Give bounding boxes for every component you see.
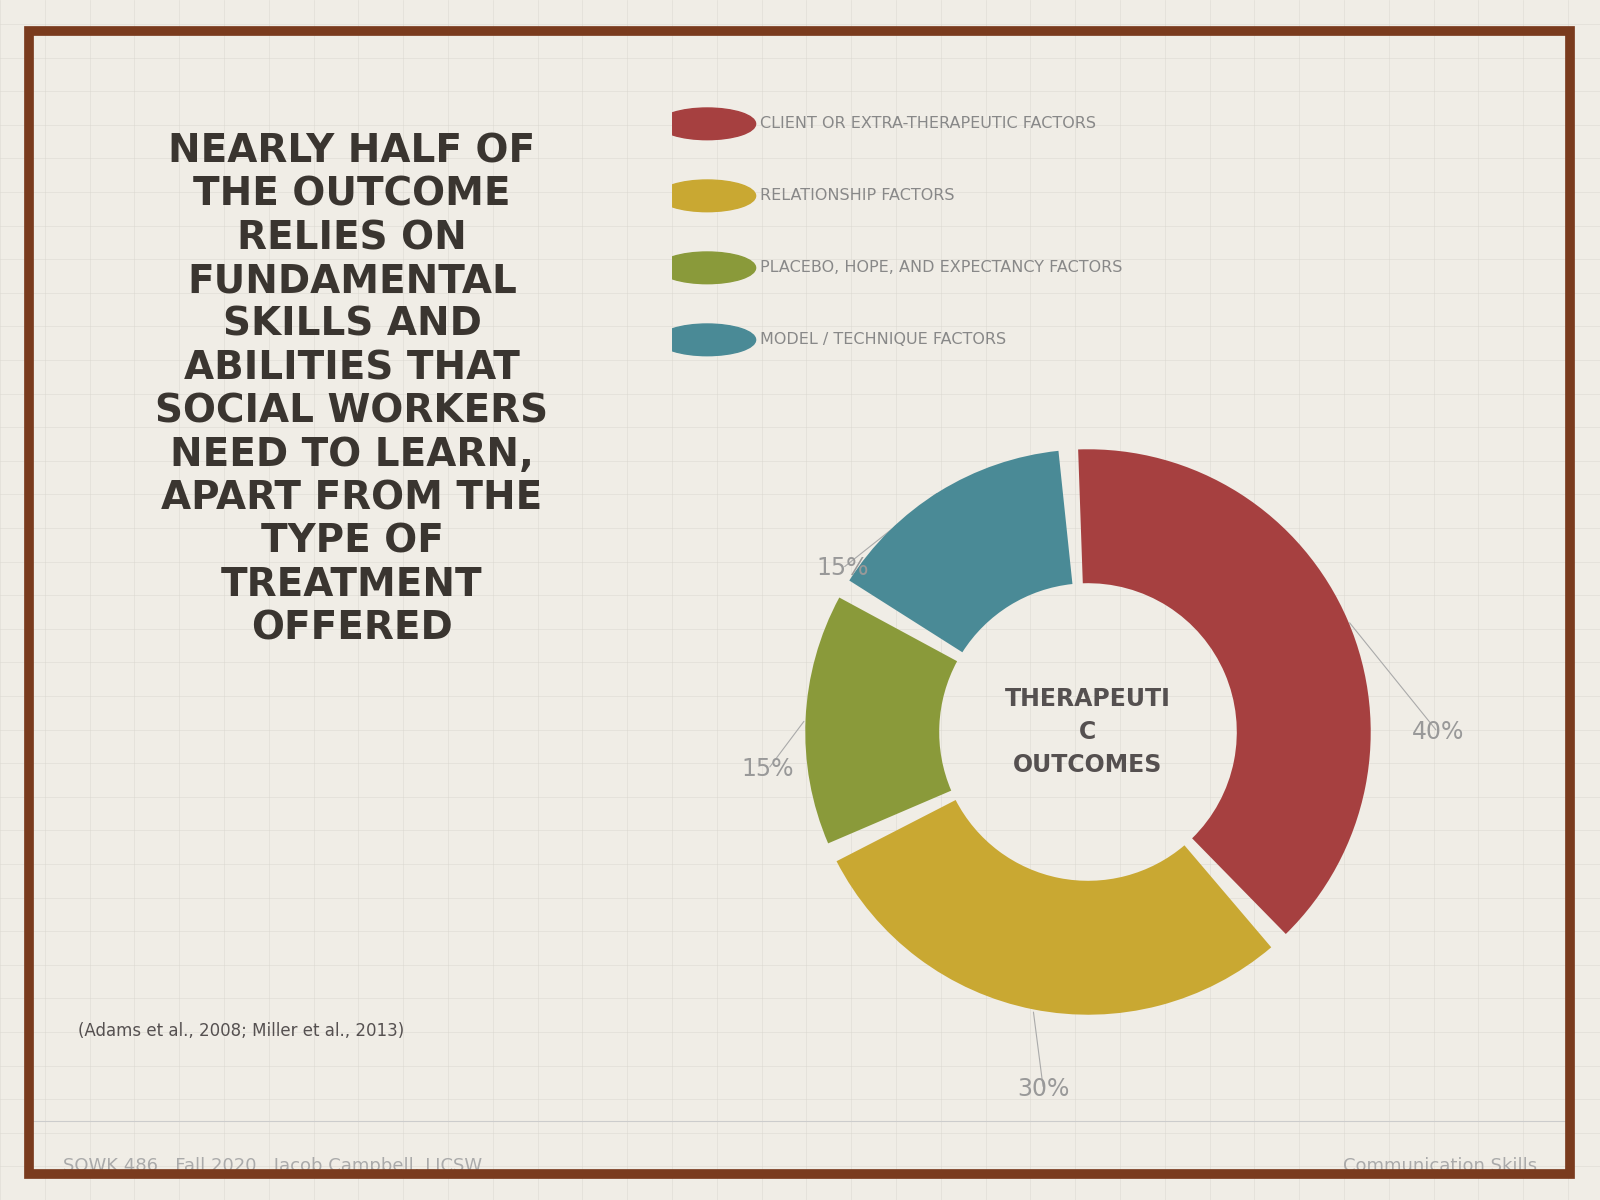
Text: 40%: 40%	[1411, 720, 1464, 744]
Circle shape	[659, 108, 755, 139]
Text: NEARLY HALF OF
THE OUTCOME
RELIES ON
FUNDAMENTAL
SKILLS AND
ABILITIES THAT
SOCIA: NEARLY HALF OF THE OUTCOME RELIES ON FUN…	[155, 132, 549, 648]
Text: PLACEBO, HOPE, AND EXPECTANCY FACTORS: PLACEBO, HOPE, AND EXPECTANCY FACTORS	[760, 260, 1122, 275]
Circle shape	[659, 180, 755, 211]
Text: 15%: 15%	[816, 557, 869, 581]
Wedge shape	[837, 800, 1272, 1015]
Wedge shape	[1078, 449, 1371, 934]
Text: SOWK 486   Fall 2020   Jacob Campbell, LICSW: SOWK 486 Fall 2020 Jacob Campbell, LICSW	[62, 1157, 482, 1175]
Circle shape	[659, 252, 755, 283]
Text: 15%: 15%	[742, 757, 794, 781]
Wedge shape	[850, 451, 1072, 653]
Circle shape	[659, 324, 755, 355]
Text: Communication Skills: Communication Skills	[1342, 1157, 1538, 1175]
Text: 30%: 30%	[1018, 1078, 1069, 1102]
Text: RELATIONSHIP FACTORS: RELATIONSHIP FACTORS	[760, 188, 955, 203]
Text: (Adams et al., 2008; Miller et al., 2013): (Adams et al., 2008; Miller et al., 2013…	[78, 1022, 405, 1040]
Text: MODEL / TECHNIQUE FACTORS: MODEL / TECHNIQUE FACTORS	[760, 332, 1006, 347]
Wedge shape	[805, 598, 957, 844]
Text: THERAPEUTI
C
OUTCOMES: THERAPEUTI C OUTCOMES	[1005, 686, 1171, 778]
Text: CLIENT OR EXTRA-THERAPEUTIC FACTORS: CLIENT OR EXTRA-THERAPEUTIC FACTORS	[760, 116, 1096, 131]
